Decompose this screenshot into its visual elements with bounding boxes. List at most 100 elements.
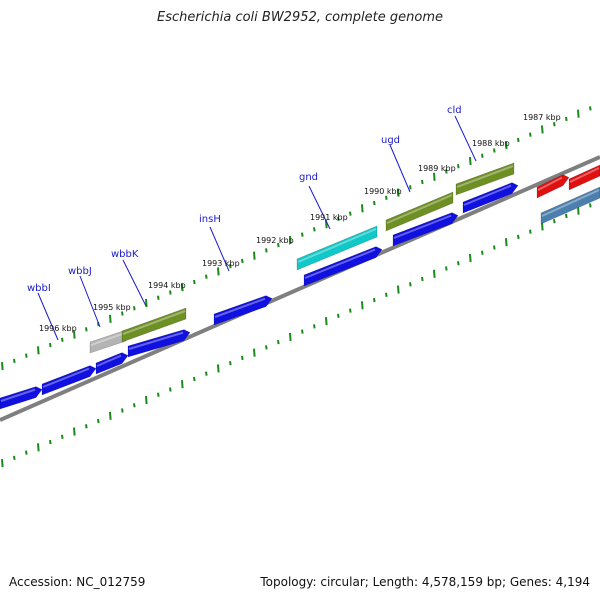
- tick-mark: [349, 308, 352, 313]
- gene-feature-ugd[interactable]: [385, 191, 454, 232]
- tick-mark: [397, 188, 400, 197]
- tick-mark: [13, 455, 16, 461]
- gene-label-wbbJ[interactable]: wbbJ: [68, 266, 92, 277]
- cds-feature[interactable]: [392, 212, 459, 247]
- tick-mark: [325, 317, 328, 326]
- gene-feature-cld[interactable]: [455, 162, 515, 196]
- tick-mark: [457, 261, 460, 266]
- tick-mark: [421, 179, 424, 185]
- tick-mark: [577, 206, 580, 215]
- gene-label-wbbI[interactable]: wbbI: [27, 283, 51, 294]
- tick-mark: [157, 392, 160, 397]
- label-leaders: [37, 115, 477, 341]
- gene-label-cld[interactable]: cld: [447, 105, 462, 116]
- tick-mark: [241, 355, 244, 361]
- tick-mark: [445, 266, 448, 271]
- tick-mark: [517, 234, 520, 240]
- genome-backbone: [0, 155, 600, 422]
- kbp-label: 1994 kbp: [148, 281, 186, 290]
- cds-feature[interactable]: [127, 329, 191, 358]
- tick-row-outer: [1, 106, 592, 371]
- gene-feature-wbbK[interactable]: [121, 307, 187, 343]
- tick-mark: [25, 353, 28, 358]
- tick-mark: [217, 364, 220, 373]
- tick-mark: [289, 332, 292, 341]
- tick-mark: [313, 227, 316, 232]
- tick-mark: [397, 285, 400, 294]
- tick-mark: [265, 248, 268, 253]
- tick-mark: [121, 311, 124, 316]
- gene-feature-gnd[interactable]: [296, 225, 378, 271]
- gene-label-insH[interactable]: insH: [199, 214, 221, 225]
- tick-mark: [193, 376, 196, 382]
- tick-mark: [433, 269, 436, 278]
- cds-feature[interactable]: [0, 386, 43, 410]
- kbp-labels: 1996 kbp 1995 kbp 1994 kbp 1993 kbp 1992 kbp…: [39, 113, 561, 333]
- tick-mark: [229, 361, 232, 366]
- tick-mark: [169, 387, 172, 392]
- tick-mark: [301, 232, 304, 237]
- tick-mark: [181, 283, 184, 292]
- tick-mark: [421, 276, 424, 282]
- tick-mark: [241, 258, 244, 264]
- kbp-label: 1995 kbp: [93, 303, 131, 312]
- gene-label-ugd[interactable]: ugd: [381, 135, 400, 146]
- cds-feature[interactable]: [95, 352, 129, 375]
- tick-mark: [145, 298, 148, 308]
- tick-mark: [13, 358, 16, 364]
- tick-mark: [481, 153, 484, 158]
- tick-mark: [121, 408, 124, 413]
- tick-mark: [457, 164, 460, 169]
- tick-mark: [337, 216, 340, 222]
- gene-feature-red[interactable]: [568, 164, 600, 191]
- label-leader-line: [209, 226, 230, 272]
- topology-text: Topology: circular; Length: 4,578,159 bp…: [260, 575, 590, 589]
- tick-mark: [109, 411, 112, 420]
- tick-mark: [1, 362, 4, 371]
- tick-marks: [1, 106, 592, 468]
- tick-mark: [73, 330, 76, 339]
- tick-mark: [589, 106, 592, 111]
- tick-mark: [361, 204, 364, 213]
- gene-label-wbbK[interactable]: wbbK: [111, 249, 139, 260]
- kbp-label: 1996 kbp: [39, 324, 77, 333]
- tick-mark: [517, 137, 520, 143]
- gene-label-gnd[interactable]: gnd: [299, 172, 318, 183]
- gene-feature-wbbJ[interactable]: [89, 329, 127, 354]
- cds-feature[interactable]: [303, 246, 383, 287]
- map-title: Escherichia coli BW2952, complete genome: [157, 10, 443, 25]
- tick-mark: [529, 132, 532, 137]
- tick-mark: [553, 122, 556, 127]
- tick-mark: [541, 222, 544, 231]
- tick-mark: [253, 251, 256, 260]
- tick-mark: [109, 314, 112, 323]
- tick-mark: [37, 443, 40, 452]
- tick-mark: [289, 235, 292, 244]
- tick-mark: [301, 329, 304, 334]
- tick-mark: [61, 434, 64, 439]
- tick-mark: [181, 380, 184, 389]
- kbp-label: 1991 kbp: [310, 213, 348, 222]
- gene-feature-red[interactable]: [536, 174, 570, 199]
- tick-mark: [205, 371, 208, 376]
- tick-mark: [493, 148, 496, 153]
- tick-mark: [157, 295, 160, 300]
- tick-mark: [493, 245, 496, 250]
- kbp-label: 1988 kbp: [472, 139, 510, 148]
- gene-feature-steel[interactable]: [540, 186, 600, 225]
- cds-feature[interactable]: [213, 295, 273, 326]
- cds-feature[interactable]: [462, 182, 519, 214]
- cds-feature[interactable]: [41, 365, 97, 396]
- tick-mark: [277, 243, 280, 248]
- gene-features: [0, 162, 600, 410]
- tick-mark: [205, 274, 208, 279]
- tick-mark: [469, 156, 472, 166]
- tick-mark: [445, 169, 448, 174]
- tick-mark: [61, 337, 64, 342]
- tick-mark: [265, 345, 268, 350]
- tick-mark: [505, 141, 508, 150]
- label-leader-line: [79, 275, 101, 328]
- tick-mark: [469, 253, 472, 263]
- label-leader-line: [37, 292, 59, 341]
